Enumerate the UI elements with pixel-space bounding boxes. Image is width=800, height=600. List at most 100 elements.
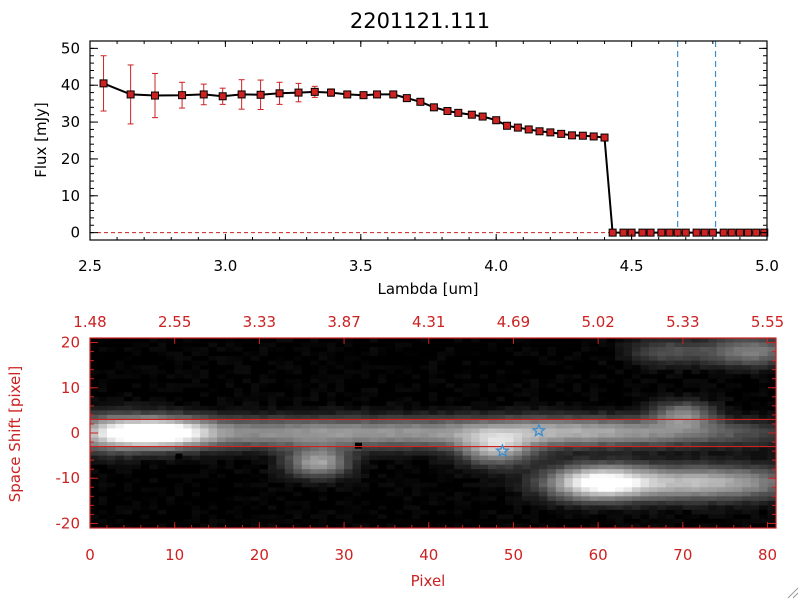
pixel-tick-label-8: 80 <box>758 546 777 564</box>
data-point-37 <box>638 228 647 237</box>
dark-pixel-0 <box>354 442 362 449</box>
data-point-19 <box>443 107 452 116</box>
image-overlays <box>90 418 776 458</box>
data-point-35 <box>619 228 628 237</box>
data-point-22 <box>478 112 487 121</box>
data-point-10 <box>310 87 319 96</box>
data-point-47 <box>727 228 736 237</box>
pixel-tick-label-4: 40 <box>419 546 438 564</box>
data-point-5 <box>218 92 227 101</box>
data-point-1 <box>126 90 135 99</box>
data-point-6 <box>237 90 246 99</box>
data-point-31 <box>578 131 587 140</box>
wavelength-tick-label-8: 5.55 <box>751 313 784 331</box>
data-point-29 <box>557 129 566 138</box>
data-point-18 <box>429 103 438 112</box>
data-point-11 <box>327 88 336 97</box>
y-tick-label-3: 30 <box>61 113 80 131</box>
data-point-24 <box>503 121 512 130</box>
data-point-46 <box>719 228 728 237</box>
spectrum-plot-frame <box>89 40 768 241</box>
flux-line <box>103 82 765 234</box>
x-tick-label-5: 5.0 <box>755 257 779 275</box>
data-point-25 <box>513 123 522 132</box>
data-point-39 <box>657 228 666 237</box>
spectrum-x-axis-label: Lambda [um] <box>378 280 479 298</box>
y-tick-label-4: 40 <box>61 76 80 94</box>
pixel-tick-label-1: 10 <box>165 546 184 564</box>
spectrum-y-axis-label: Flux [mJy] <box>32 102 50 178</box>
pixel-tick-label-0: 0 <box>85 546 95 564</box>
wavelength-tick-label-6: 5.02 <box>581 313 614 331</box>
pixel-tick-label-2: 20 <box>250 546 269 564</box>
x-tick-label-1: 3.0 <box>213 257 237 275</box>
data-point-33 <box>600 133 609 142</box>
x-tick-label-4: 4.5 <box>620 257 644 275</box>
data-point-14 <box>373 90 382 99</box>
image-plot-frame <box>89 337 777 529</box>
y-tick-label-1: 10 <box>61 187 80 205</box>
shift-tick-label-1: -10 <box>56 469 81 487</box>
dark-pixel-1 <box>175 453 183 460</box>
x-tick-label-2: 3.5 <box>349 257 373 275</box>
data-point-3 <box>178 91 187 100</box>
image-axis-ticks: 0 1.48 10 2.55 20 3.33 30 3.87 40 4.31 50 4.69 60 5.0… <box>56 313 785 564</box>
data-point-38 <box>646 228 655 237</box>
image-y-axis-label: Space Shift [pixel] <box>6 366 24 503</box>
data-point-16 <box>402 94 411 103</box>
pixel-tick-label-7: 70 <box>673 546 692 564</box>
data-point-27 <box>535 127 544 136</box>
data-point-13 <box>359 91 368 100</box>
data-point-49 <box>744 228 753 237</box>
wavelength-tick-label-1: 2.55 <box>158 313 191 331</box>
data-point-20 <box>454 108 463 117</box>
data-point-40 <box>665 228 674 237</box>
image-panel: 0 1.48 10 2.55 20 3.33 30 3.87 40 4.31 50 4.69 60 5.0… <box>6 313 784 590</box>
data-point-2 <box>150 91 159 100</box>
star-marker-icon-0 <box>531 422 547 438</box>
data-point-42 <box>681 228 690 237</box>
data-point-50 <box>752 228 761 237</box>
data-point-43 <box>692 228 701 237</box>
chart-title: 2201121.111 <box>350 9 490 33</box>
shift-tick-label-4: 20 <box>61 334 80 352</box>
data-point-15 <box>389 90 398 99</box>
resize-grip-icon <box>787 587 799 599</box>
data-point-12 <box>343 90 352 99</box>
data-point-26 <box>524 125 533 134</box>
data-point-41 <box>673 228 682 237</box>
pixel-tick-label-5: 50 <box>504 546 523 564</box>
y-tick-label-2: 20 <box>61 150 80 168</box>
pixel-tick-label-3: 30 <box>335 546 354 564</box>
data-point-30 <box>568 131 577 140</box>
spectral-image <box>90 338 777 529</box>
data-point-44 <box>700 228 709 237</box>
data-point-48 <box>735 228 744 237</box>
y-tick-label-0: 0 <box>70 224 80 242</box>
data-point-32 <box>589 132 598 141</box>
wavelength-tick-label-3: 3.87 <box>327 313 360 331</box>
data-point-4 <box>199 90 208 99</box>
data-point-34 <box>608 228 617 237</box>
wavelength-tick-label-0: 1.48 <box>73 313 106 331</box>
data-point-28 <box>546 128 555 137</box>
wavelength-tick-label-5: 4.69 <box>497 313 530 331</box>
x-tick-label-0: 2.5 <box>78 257 102 275</box>
data-point-21 <box>467 110 476 119</box>
star-marker-icon-1 <box>494 443 510 458</box>
shift-tick-label-3: 10 <box>61 379 80 397</box>
x-tick-label-3: 4.0 <box>484 257 508 275</box>
data-point-0 <box>99 79 108 88</box>
pixel-tick-label-6: 60 <box>589 546 608 564</box>
spectrum-panel: 2201121.111 2.5 3.0 3.5 4.0 4.5 5.0 0 10 20 30 40 5… <box>32 9 779 298</box>
image-x-axis-label: Pixel <box>411 572 446 590</box>
data-point-9 <box>294 88 303 97</box>
wavelength-tick-label-7: 5.33 <box>666 313 699 331</box>
data-point-23 <box>492 116 501 125</box>
data-point-45 <box>708 228 717 237</box>
spectrum-axis-ticks: 2.5 3.0 3.5 4.0 4.5 5.0 0 10 20 30 40 50 <box>61 39 779 275</box>
flux-series <box>90 41 769 240</box>
data-point-17 <box>416 97 425 106</box>
y-tick-label-5: 50 <box>61 39 80 57</box>
